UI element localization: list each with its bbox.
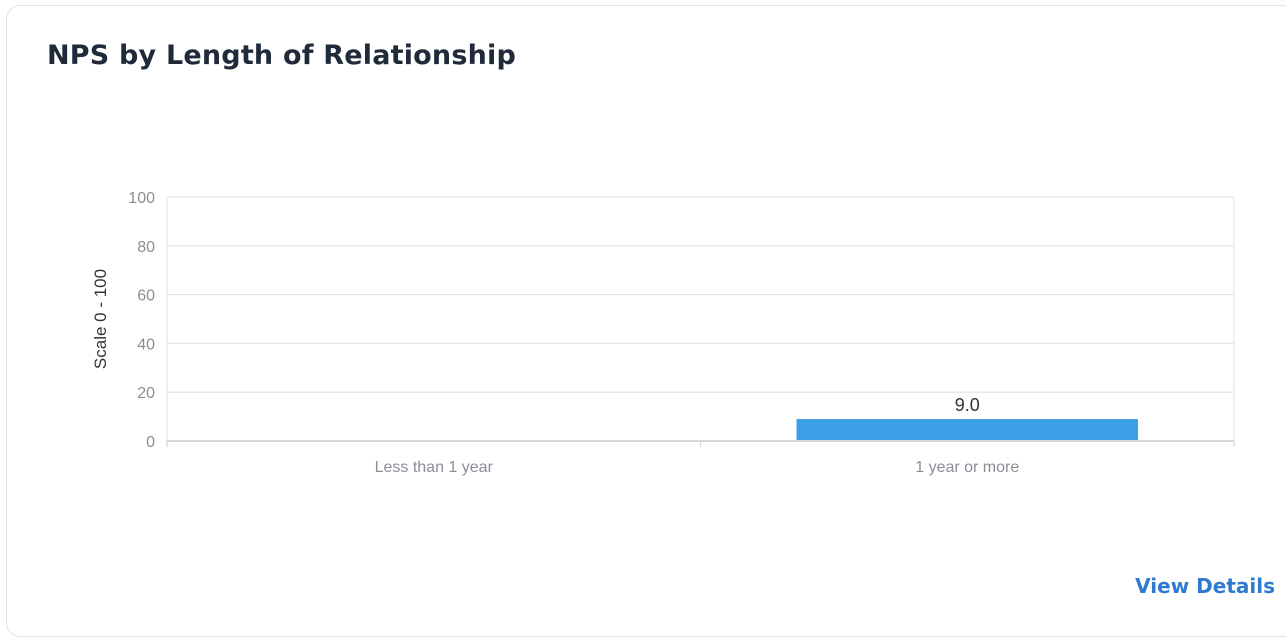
y-tick-label: 80 [137,239,155,256]
x-tick-label: Less than 1 year [375,459,494,476]
y-tick-label: 40 [137,336,155,353]
x-axis: Less than 1 year 1 year or more [166,440,1235,476]
y-tick-label: 0 [146,434,155,451]
y-axis-ticks: 0 20 40 60 80 100 [128,190,155,451]
y-tick-label: 20 [137,385,155,402]
bar [796,419,1138,441]
view-details-link[interactable]: View Details [1135,574,1275,598]
card-title: NPS by Length of Relationship [47,40,517,71]
data-labels: 9.0 [955,395,980,415]
bars [796,419,1138,441]
y-axis-label: Scale 0 - 100 [91,269,110,369]
bar-data-label: 9.0 [955,395,980,415]
y-tick-label: 100 [128,190,155,207]
y-tick-label: 60 [137,288,155,305]
chart-card: NPS by Length of Relationship View Detai… [6,5,1286,637]
x-tick-label: 1 year or more [915,459,1019,476]
grid-lines [166,196,1235,441]
